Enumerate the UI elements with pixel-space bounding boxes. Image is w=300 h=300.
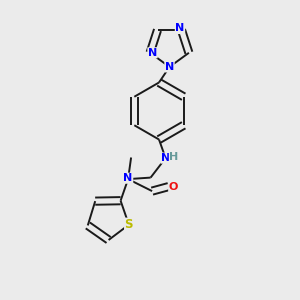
Text: O: O bbox=[169, 182, 178, 192]
Text: N: N bbox=[124, 173, 133, 183]
Text: N: N bbox=[161, 153, 170, 163]
Text: N: N bbox=[148, 48, 157, 58]
Text: S: S bbox=[124, 218, 133, 231]
Text: H: H bbox=[169, 152, 178, 163]
Text: N: N bbox=[176, 23, 184, 34]
Text: N: N bbox=[165, 62, 174, 72]
